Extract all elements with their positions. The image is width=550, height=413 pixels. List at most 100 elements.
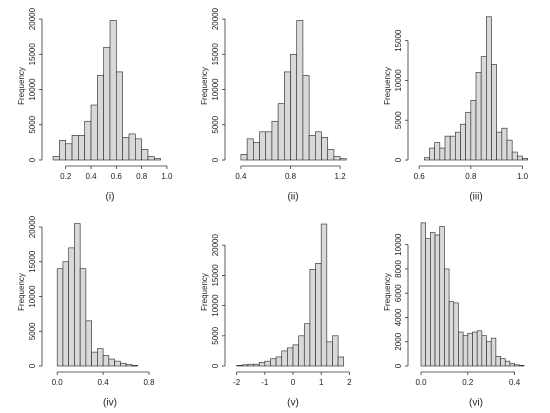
y-tick-label: 10000 <box>394 233 403 256</box>
bar <box>114 360 121 367</box>
y-tick-label: 10000 <box>28 285 37 308</box>
bar <box>122 137 130 161</box>
bar <box>449 135 456 161</box>
bar <box>303 323 311 367</box>
bar <box>475 72 482 161</box>
x-tick-label: 1 <box>319 378 324 387</box>
bar <box>501 127 508 161</box>
bar <box>247 363 254 367</box>
bar <box>84 120 92 161</box>
y-tick-label: 5000 <box>211 115 220 133</box>
bar <box>480 56 487 161</box>
x-tick-label: 0.0 <box>415 378 427 387</box>
bar <box>153 158 161 161</box>
bar <box>424 157 430 161</box>
x-tick-label: 0.0 <box>52 378 64 387</box>
bar <box>85 320 92 367</box>
bar <box>465 111 472 161</box>
bar <box>246 138 254 161</box>
bar <box>120 362 127 367</box>
bar <box>108 358 115 367</box>
y-axis-label: Frequency <box>17 67 26 105</box>
y-tick-label: 20000 <box>28 215 37 238</box>
x-tick-label: 0.4 <box>235 172 247 181</box>
bar <box>500 358 506 367</box>
bar <box>467 332 473 367</box>
bar <box>495 355 501 367</box>
bar <box>308 135 316 161</box>
x-tick-label: 0.6 <box>414 172 426 181</box>
bar <box>125 364 133 367</box>
bar <box>490 337 497 367</box>
bar <box>339 158 347 161</box>
y-axis-label: Frequency <box>200 273 209 311</box>
bar <box>425 238 431 367</box>
bar <box>240 154 248 161</box>
bar <box>333 156 341 161</box>
caption: (ii) <box>287 192 298 203</box>
bar <box>253 142 260 161</box>
bar <box>420 222 426 367</box>
bar <box>284 71 291 161</box>
x-tick-label: -2 <box>233 378 241 387</box>
y-tick-label: 10000 <box>28 78 37 101</box>
x-tick-label: 0.8 <box>136 172 148 181</box>
bar <box>241 364 249 367</box>
bar <box>302 75 310 161</box>
x-tick-label: 0.2 <box>60 172 72 181</box>
x-tick-label: 1.0 <box>517 172 529 181</box>
y-tick-label: 5000 <box>28 322 37 340</box>
y-tick-label: 2000 <box>394 332 403 350</box>
bar <box>270 358 277 367</box>
y-axis-label: Frequency <box>383 273 392 311</box>
bar <box>320 223 328 367</box>
bar <box>116 71 123 161</box>
bar <box>91 351 98 367</box>
x-tick-label: 1.2 <box>335 172 347 181</box>
bar <box>62 261 69 367</box>
x-tick-label: 0.4 <box>85 172 97 181</box>
caption: (vi) <box>469 398 483 409</box>
bar <box>277 103 285 161</box>
y-axis-label: Frequency <box>17 273 26 311</box>
y-tick-label: 5000 <box>211 326 220 344</box>
bar <box>315 131 322 161</box>
bar <box>128 133 136 161</box>
caption: (iv) <box>103 398 117 409</box>
bar <box>439 226 445 367</box>
bar <box>439 147 446 161</box>
bar <box>472 331 478 367</box>
bar <box>486 341 492 367</box>
bar <box>135 138 142 161</box>
bar <box>434 142 441 161</box>
x-tick-label: 0.8 <box>285 172 297 181</box>
y-tick-label: 15000 <box>28 250 37 273</box>
x-tick-label: 0.4 <box>509 378 521 387</box>
y-tick-label: 5000 <box>394 111 403 129</box>
y-tick-label: 10000 <box>211 78 220 101</box>
y-tick-label: 10000 <box>394 69 403 92</box>
y-tick-label: 4000 <box>394 308 403 326</box>
y-tick-label: 20000 <box>28 7 37 30</box>
bar <box>326 341 333 367</box>
bar <box>430 232 436 367</box>
bar <box>504 360 511 367</box>
bar <box>271 120 279 161</box>
bar <box>253 363 260 367</box>
y-tick-label: 5000 <box>28 115 37 133</box>
y-tick-label: 20000 <box>211 7 220 30</box>
bar <box>460 123 466 161</box>
bar <box>56 268 64 367</box>
bar <box>506 139 513 161</box>
caption: (i) <box>106 192 115 203</box>
bar <box>327 149 335 161</box>
bar <box>287 347 294 367</box>
bar <box>458 331 464 367</box>
bar <box>236 365 243 367</box>
bar <box>434 234 441 367</box>
bar <box>481 335 487 367</box>
y-tick-label: 15000 <box>211 43 220 66</box>
y-tick-label: 0 <box>394 157 403 162</box>
bar <box>264 360 271 367</box>
